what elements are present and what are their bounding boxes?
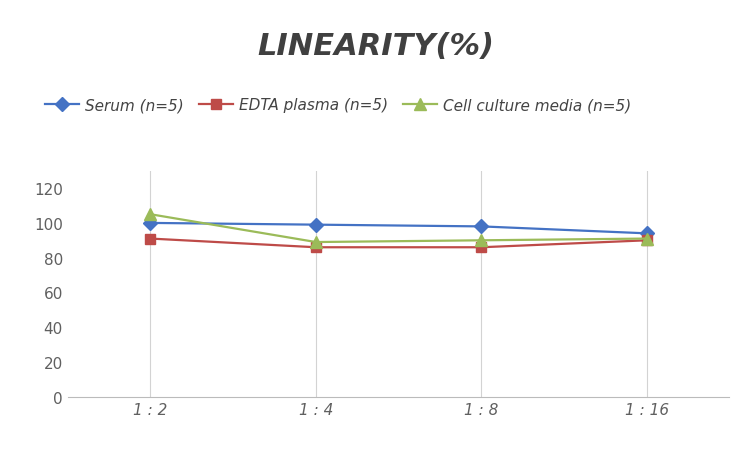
EDTA plasma (n=5): [311, 245, 320, 250]
Line: EDTA plasma (n=5): EDTA plasma (n=5): [146, 234, 651, 253]
Text: LINEARITY(%): LINEARITY(%): [257, 32, 495, 60]
Cell culture media (n=5): [642, 236, 651, 242]
Legend: Serum (n=5), EDTA plasma (n=5), Cell culture media (n=5): Serum (n=5), EDTA plasma (n=5), Cell cul…: [45, 98, 631, 113]
Cell culture media (n=5): [146, 212, 155, 217]
Cell culture media (n=5): [477, 238, 486, 244]
EDTA plasma (n=5): [477, 245, 486, 250]
Serum (n=5): [311, 222, 320, 228]
Serum (n=5): [642, 231, 651, 236]
Serum (n=5): [146, 221, 155, 226]
Line: Cell culture media (n=5): Cell culture media (n=5): [145, 209, 652, 248]
EDTA plasma (n=5): [642, 238, 651, 244]
EDTA plasma (n=5): [146, 236, 155, 242]
Serum (n=5): [477, 224, 486, 230]
Cell culture media (n=5): [311, 240, 320, 245]
Line: Serum (n=5): Serum (n=5): [146, 219, 651, 239]
